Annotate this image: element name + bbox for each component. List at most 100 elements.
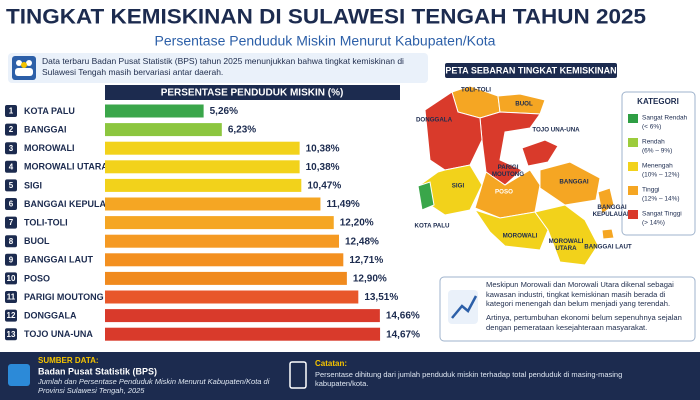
value-label: 10,38% bbox=[306, 162, 340, 173]
rank: 4 bbox=[9, 162, 14, 171]
legend-name: Sangat Rendah bbox=[642, 115, 688, 122]
bar bbox=[105, 309, 380, 323]
intro-box bbox=[8, 53, 428, 83]
category-label: KOTA PALU bbox=[24, 106, 75, 116]
title: TINGKAT KEMISKINAN DI SULAWESI TENGAH TA… bbox=[6, 6, 646, 29]
rank-badge bbox=[5, 216, 17, 229]
rank-badge bbox=[5, 160, 17, 173]
bar bbox=[105, 104, 204, 118]
intro-text: Data terbaru Badan Pusat Statistik (BPS)… bbox=[42, 56, 404, 77]
legend-swatch bbox=[628, 138, 638, 147]
icon-part bbox=[451, 295, 478, 319]
rank-badge bbox=[5, 253, 17, 266]
legend-swatch bbox=[628, 210, 638, 219]
legend-name: Tinggi bbox=[642, 187, 659, 194]
legend-swatch bbox=[628, 114, 638, 123]
map-label: SIGI bbox=[452, 183, 465, 190]
value-label: 13,51% bbox=[364, 292, 398, 303]
value-label: 5,26% bbox=[210, 106, 238, 117]
category-label: SIGI bbox=[24, 180, 42, 190]
legend-name: Menengah bbox=[642, 163, 673, 170]
note-icon bbox=[289, 361, 307, 389]
category-label: BANGGAI bbox=[24, 124, 67, 134]
category-label: POSO bbox=[24, 273, 50, 283]
map-label: PARIGI MOUTONG bbox=[492, 164, 524, 178]
map-label: KOTA PALU bbox=[415, 223, 450, 230]
rank: 13 bbox=[7, 330, 16, 339]
note-box bbox=[439, 276, 696, 342]
region bbox=[521, 139, 559, 167]
legend-swatch bbox=[628, 186, 638, 195]
chart-title: PERSENTASE PENDUDUK MISKIN (%) bbox=[161, 88, 344, 99]
category-label: BUOL bbox=[24, 236, 50, 246]
rank-badge bbox=[5, 179, 17, 192]
value-label: 14,66% bbox=[386, 311, 420, 322]
value-label: 12,90% bbox=[353, 274, 387, 285]
map-label: POSO bbox=[495, 189, 513, 196]
bar bbox=[105, 216, 334, 230]
legend-range: (< 6%) bbox=[642, 124, 661, 131]
rank: 10 bbox=[7, 274, 16, 283]
map-title: PETA SEBARAN TINGKAT KEMISKINAN bbox=[445, 65, 616, 75]
value-label: 6,23% bbox=[228, 125, 256, 136]
icon-part bbox=[26, 60, 32, 66]
region bbox=[479, 111, 541, 186]
rank: 5 bbox=[9, 181, 14, 190]
legend-name: Rendah bbox=[642, 139, 665, 146]
rank-badge bbox=[5, 123, 17, 136]
map-label: TOJO UNA-UNA bbox=[532, 127, 580, 134]
subtitle: Persentase Penduduk Miskin Menurut Kabup… bbox=[155, 33, 496, 49]
rank-badge bbox=[5, 198, 17, 210]
value-label: 10,38% bbox=[306, 143, 340, 154]
bar bbox=[105, 271, 347, 285]
rank: 1 bbox=[9, 107, 14, 116]
map-label: MOROWALI UTARA bbox=[549, 238, 584, 252]
chart-header bbox=[105, 85, 400, 100]
region bbox=[417, 181, 435, 211]
legend-swatch bbox=[628, 162, 638, 171]
region bbox=[597, 187, 615, 215]
icon-part bbox=[21, 62, 27, 68]
footer bbox=[0, 352, 700, 400]
value-label: 12,71% bbox=[349, 255, 383, 266]
rank: 8 bbox=[9, 237, 14, 246]
bar bbox=[105, 160, 300, 174]
region bbox=[534, 204, 599, 266]
region bbox=[539, 161, 601, 206]
map-label: BUOL bbox=[515, 101, 533, 108]
value-label: 12,20% bbox=[340, 218, 374, 229]
rank-badge bbox=[5, 142, 17, 155]
note-paragraph: Meskipun Morowali dan Morowali Utara dik… bbox=[486, 280, 674, 309]
rank: 7 bbox=[9, 218, 14, 227]
region bbox=[473, 209, 549, 251]
bar bbox=[105, 327, 381, 341]
bps-logo bbox=[8, 364, 30, 386]
category-label: BANGGAI LAUT bbox=[24, 255, 93, 265]
category-label: MOROWALI UTARA bbox=[24, 162, 108, 172]
value-label: 11,49% bbox=[326, 199, 359, 210]
rank-badge bbox=[5, 235, 17, 248]
legend-title: KATEGORI bbox=[637, 97, 679, 106]
note-label: Catatan: bbox=[315, 359, 347, 368]
bar bbox=[105, 197, 321, 211]
legend-name: Sangat Tinggi bbox=[642, 211, 682, 218]
region bbox=[497, 93, 546, 115]
rank-badge bbox=[5, 272, 17, 285]
map-label: BANGGAI KEPULAUAN bbox=[593, 204, 632, 218]
category-label: PARIGI MOUTONG bbox=[24, 292, 104, 302]
note-paragraph: Artinya, pertumbuhan ekonomi belum sepen… bbox=[486, 313, 682, 332]
legend-range: (> 14%) bbox=[642, 220, 665, 227]
legend-range: (6% – 9%) bbox=[642, 148, 672, 155]
rank: 3 bbox=[9, 144, 14, 153]
category-label: TOJO UNA-UNA bbox=[24, 329, 93, 339]
map-label: TOLI-TOLI bbox=[461, 87, 491, 94]
region bbox=[601, 228, 615, 240]
icon-part bbox=[16, 60, 22, 66]
map-header bbox=[445, 63, 617, 78]
legend-range: (12% – 14%) bbox=[642, 196, 680, 203]
rank: 2 bbox=[9, 125, 14, 134]
category-label: MOROWALI bbox=[24, 143, 75, 153]
category-label: TOLI-TOLI bbox=[24, 217, 68, 227]
source-label: SUMBER DATA: bbox=[38, 356, 99, 365]
